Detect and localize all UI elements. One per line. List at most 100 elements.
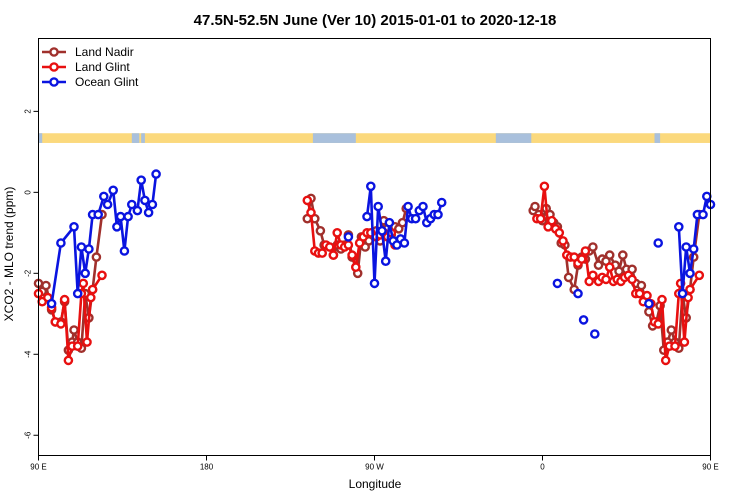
- data-point: [657, 294, 667, 305]
- data-point: [666, 325, 677, 335]
- legend-marker: [49, 62, 59, 72]
- data-point: [126, 199, 137, 210]
- data-point: [573, 288, 583, 299]
- legend-label: Land Glint: [75, 60, 130, 74]
- data-point: [373, 201, 384, 212]
- data-point: [56, 319, 66, 329]
- data-point: [377, 225, 387, 236]
- data-point: [151, 169, 161, 179]
- data-point: [670, 341, 680, 352]
- data-point: [588, 270, 598, 281]
- legend-item-land-nadir: Land Nadir: [42, 45, 134, 59]
- x-axis-label: Longitude: [349, 477, 402, 491]
- data-point: [80, 268, 90, 279]
- data-point: [698, 209, 708, 220]
- data-point: [82, 337, 92, 347]
- legend-label: Ocean Glint: [75, 75, 139, 89]
- data-point: [547, 215, 557, 226]
- data-point: [604, 250, 615, 260]
- data-point: [399, 238, 410, 248]
- band-ocean-5: [654, 133, 661, 143]
- data-point: [119, 246, 130, 256]
- band-ocean-3: [312, 133, 356, 143]
- x-tick-label: 0: [540, 463, 545, 472]
- data-point: [369, 278, 380, 289]
- x-axis: 90 E 180 90 W 0 90 E: [30, 455, 719, 472]
- y-axis-label: XCO2 - MLO trend (ppm): [2, 187, 16, 322]
- data-point: [535, 213, 546, 224]
- data-point: [324, 242, 335, 252]
- x-tick-label: 90 E: [30, 463, 46, 472]
- data-point: [123, 211, 133, 222]
- data-point: [634, 288, 645, 299]
- data-point: [112, 221, 122, 232]
- data-point: [59, 294, 70, 305]
- data-point: [69, 325, 79, 335]
- band-ocean-2: [141, 133, 145, 143]
- data-point: [86, 292, 96, 303]
- data-point: [410, 213, 421, 224]
- data-point: [78, 278, 89, 289]
- data-point: [93, 209, 103, 220]
- data-point: [552, 278, 563, 289]
- data-point: [328, 250, 339, 260]
- data-point: [72, 341, 83, 352]
- legend-marker: [49, 77, 59, 87]
- data-point: [147, 199, 158, 210]
- x-tick-label: 90 E: [702, 463, 718, 472]
- data-point: [332, 227, 343, 238]
- y-axis: -6 -4 -2 0 2: [24, 109, 39, 439]
- data-point: [315, 225, 326, 236]
- y-tick-label: 2: [24, 109, 33, 114]
- data-point: [102, 199, 113, 210]
- x-tick-label: 180: [200, 463, 214, 472]
- data-point: [604, 262, 615, 273]
- band-ocean-0: [38, 133, 43, 143]
- data-point: [384, 217, 395, 228]
- data-point: [685, 268, 695, 279]
- data-point: [418, 201, 428, 212]
- y-tick-label: 0: [24, 190, 33, 195]
- data-point: [590, 329, 600, 339]
- data-point: [436, 197, 447, 208]
- data-point: [576, 254, 587, 264]
- data-point: [702, 191, 712, 202]
- chart-title: 47.5N-52.5N June (Ver 10) 2015-01-01 to …: [194, 12, 557, 29]
- data-point: [380, 256, 391, 267]
- data-point: [140, 195, 150, 206]
- data-point: [694, 270, 705, 281]
- data-point: [143, 207, 154, 218]
- plot-frame: [38, 38, 711, 456]
- data-point: [132, 205, 143, 216]
- data-point: [76, 242, 87, 252]
- x-tick-label: 90 W: [365, 463, 384, 472]
- data-point: [365, 181, 376, 192]
- data-point: [69, 221, 79, 232]
- data-point: [91, 252, 102, 262]
- data-point: [601, 274, 611, 285]
- data-point: [403, 201, 413, 212]
- data-point: [644, 298, 654, 309]
- data-point: [554, 227, 565, 238]
- legend-item-land-glint: Land Glint: [42, 60, 130, 74]
- data-point: [578, 315, 589, 325]
- data-point: [677, 288, 688, 299]
- landmask-band: [38, 133, 711, 143]
- data-point: [558, 236, 568, 246]
- data-point: [588, 242, 598, 252]
- y-tick-label: -2: [24, 269, 33, 277]
- data-point: [660, 355, 671, 366]
- data-point: [530, 201, 540, 212]
- data-point: [563, 272, 574, 283]
- data-point: [115, 211, 126, 222]
- data-point: [674, 221, 684, 232]
- series-layer: [33, 169, 716, 366]
- data-point: [350, 262, 361, 273]
- data-point: [63, 355, 74, 366]
- data-point: [72, 288, 83, 299]
- data-point: [41, 280, 51, 291]
- data-point: [343, 232, 354, 242]
- y-tick-label: -4: [24, 350, 33, 358]
